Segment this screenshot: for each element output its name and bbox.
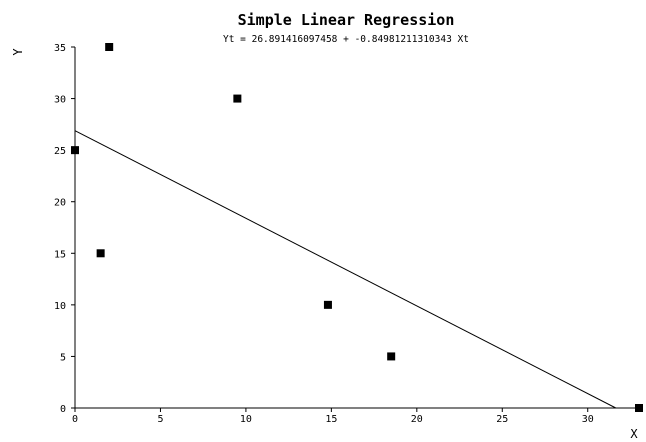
y-tick-label: 5	[60, 352, 66, 363]
data-points	[71, 43, 643, 412]
x-tick-label: 30	[582, 414, 594, 425]
regression-line	[74, 130, 617, 409]
y-tick-label: 25	[54, 146, 66, 157]
y-axis-label: Y	[11, 48, 25, 56]
data-point	[105, 43, 114, 51]
axes	[74, 47, 639, 409]
x-tick-label: 10	[240, 414, 252, 425]
data-point	[387, 352, 396, 361]
y-tick-label: 15	[54, 249, 66, 260]
data-point	[96, 249, 105, 258]
data-point	[233, 94, 242, 103]
y-tick-label: 0	[60, 404, 66, 415]
y-tick-label: 20	[54, 198, 66, 209]
x-tick-label: 5	[157, 414, 163, 425]
data-point	[323, 300, 332, 309]
y-tick-label: 10	[54, 301, 66, 312]
data-point	[71, 146, 79, 155]
chart-subtitle: Yt = 26.891416097458 + -0.84981211310343…	[223, 34, 469, 45]
chart-title: Simple Linear Regression	[238, 11, 455, 29]
y-tick-label: 35	[54, 43, 66, 54]
x-tick-label: 20	[411, 414, 423, 425]
x-axis-label: X	[630, 427, 638, 441]
y-tick-label: 30	[54, 95, 66, 106]
x-axis-ticks: 0 5 10 15 20 25 30	[72, 408, 594, 425]
x-tick-label: 15	[325, 414, 337, 425]
x-tick-label: 25	[496, 414, 508, 425]
x-tick-label: 0	[72, 414, 78, 425]
y-axis-ticks: 0 5 10 15 20 25 30 35	[54, 43, 75, 415]
data-point	[635, 404, 643, 412]
